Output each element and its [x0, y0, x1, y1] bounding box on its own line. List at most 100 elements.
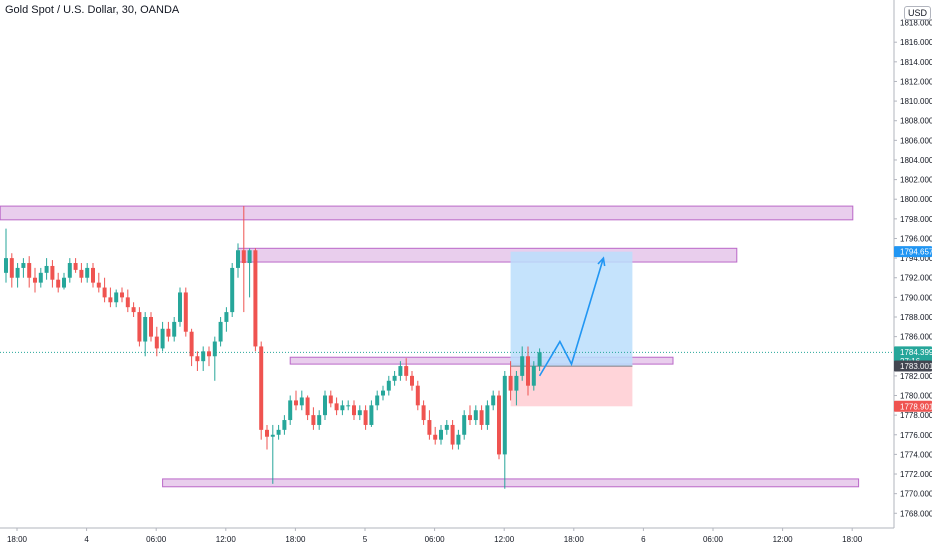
- price-tick-label: 1792.000: [900, 274, 932, 283]
- candle-body: [131, 307, 136, 313]
- time-tick-label: 5: [363, 535, 368, 544]
- candle-body: [439, 429, 443, 440]
- candle-body: [537, 352, 542, 367]
- zone-rectangle[interactable]: [237, 247, 738, 263]
- candle-body: [79, 269, 84, 278]
- candle-body: [485, 405, 490, 425]
- projection-arrow-head: [597, 256, 606, 267]
- candle-body: [450, 424, 455, 445]
- currency-badge[interactable]: USD: [904, 6, 932, 20]
- time-tick-label: 18:00: [564, 535, 585, 544]
- price-tick-label: 1796.000: [900, 234, 932, 243]
- price-tick-label: 1778.000: [900, 411, 932, 420]
- price-label-target: [894, 246, 932, 258]
- zone-rectangle[interactable]: [0, 205, 854, 221]
- candle-body: [508, 375, 513, 391]
- candle-body: [410, 375, 414, 386]
- candle-body: [375, 395, 380, 406]
- time-tick-label: 6: [641, 535, 646, 544]
- candle-body: [514, 375, 519, 391]
- price-label-text: 1784.399: [900, 348, 932, 357]
- time-tick-label: 4: [84, 535, 89, 544]
- candle-body: [433, 434, 438, 440]
- price-label-stop: [894, 400, 932, 412]
- candle-body: [224, 312, 229, 322]
- candle-body: [444, 424, 449, 430]
- candle-body: [73, 263, 78, 270]
- candle-body: [195, 356, 200, 362]
- candle-body: [294, 400, 298, 406]
- price-tick-label: 1806.000: [900, 136, 932, 145]
- zone-rectangle[interactable]: [289, 356, 674, 365]
- candle-body: [352, 405, 356, 416]
- candle-body: [108, 297, 113, 303]
- chart-title: Gold Spot / U.S. Dollar, 30, OANDA: [5, 4, 180, 16]
- price-tick-label: 1800.000: [900, 195, 932, 204]
- candle-body: [462, 415, 467, 435]
- candle-body: [178, 292, 182, 322]
- candle-body: [276, 429, 281, 435]
- candle-body: [9, 258, 14, 278]
- candle-body: [183, 292, 188, 332]
- candle-body: [468, 415, 472, 421]
- time-tick-label: 12:00: [773, 535, 794, 544]
- time-tick-label: 06:00: [425, 535, 446, 544]
- position-stop-area[interactable]: [510, 366, 633, 407]
- candle-body: [398, 366, 403, 376]
- candle-body: [456, 434, 461, 445]
- candle-body: [253, 250, 258, 347]
- price-tick-label: 1798.000: [900, 215, 932, 224]
- candle-body: [189, 331, 194, 357]
- position-target-area[interactable]: [510, 251, 633, 367]
- price-tick-label: 1794.000: [900, 254, 932, 263]
- candle-body: [526, 356, 530, 386]
- zone-rectangle[interactable]: [162, 478, 860, 488]
- candle-body: [363, 410, 368, 425]
- candle-body: [241, 250, 246, 264]
- candle-body: [381, 390, 385, 396]
- price-label-entry: [894, 360, 932, 372]
- projection-path[interactable]: [538, 257, 605, 377]
- price-tick-label: 1776.000: [900, 431, 932, 440]
- candle-body: [201, 351, 206, 362]
- candle-body: [207, 351, 211, 357]
- candle-body: [502, 375, 507, 455]
- time-tick-label: 06:00: [146, 535, 167, 544]
- candle-body: [33, 277, 37, 283]
- candle-body: [305, 397, 310, 416]
- time-tick-label: 12:00: [494, 535, 515, 544]
- price-label-text: 1794.657: [900, 248, 932, 257]
- price-tick-label: 1788.000: [900, 313, 932, 322]
- candle-body: [259, 346, 264, 430]
- candle-body: [143, 316, 148, 342]
- price-tick-label: 1782.000: [900, 372, 932, 381]
- candle-body: [44, 265, 49, 273]
- price-tick-label: 1810.000: [900, 97, 932, 106]
- candle-body: [340, 405, 345, 411]
- candle-body: [21, 263, 26, 268]
- candle-body: [299, 397, 304, 406]
- candle-body: [520, 356, 525, 376]
- price-tick-label: 1802.000: [900, 176, 932, 185]
- candle-body: [212, 341, 217, 357]
- candle-body: [38, 272, 43, 283]
- price-tick-label: 1786.000: [900, 333, 932, 342]
- candle-body: [149, 316, 153, 337]
- price-axis-background: [894, 0, 932, 550]
- candle-body: [415, 385, 420, 406]
- candle-body: [531, 366, 536, 386]
- candle-body: [497, 395, 501, 455]
- candle-body: [491, 395, 496, 406]
- price-tick-label: 1770.000: [900, 490, 932, 499]
- time-tick-label: 12:00: [216, 535, 237, 544]
- candle-body: [270, 434, 275, 437]
- candle-body: [369, 405, 374, 425]
- candle-body: [160, 328, 165, 349]
- candle-body: [27, 263, 32, 278]
- candle-body: [392, 375, 397, 381]
- candle-body: [96, 282, 101, 288]
- candle-body: [247, 250, 252, 264]
